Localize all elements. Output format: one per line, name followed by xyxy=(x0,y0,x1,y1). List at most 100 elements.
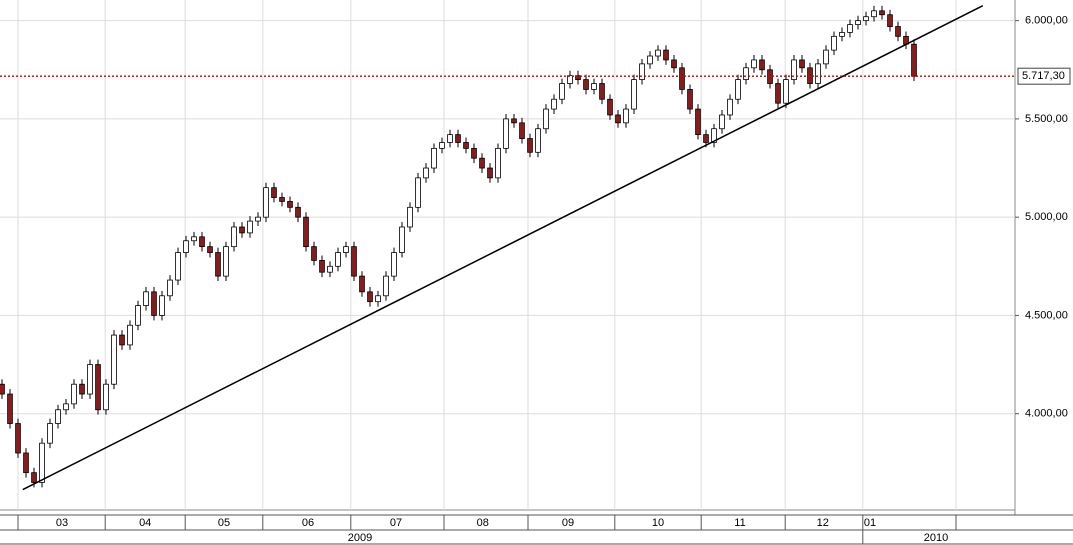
candle-body xyxy=(63,403,69,411)
month-label: 10 xyxy=(652,517,664,529)
candle-body xyxy=(447,134,453,143)
candle-body xyxy=(407,206,413,228)
candle-body xyxy=(79,383,85,395)
candle-body xyxy=(487,167,493,179)
month-label: 08 xyxy=(477,517,489,529)
month-label: 05 xyxy=(218,517,230,529)
candle-body xyxy=(823,49,829,65)
candle-body xyxy=(343,246,349,253)
candle-body xyxy=(535,128,541,153)
candle-body xyxy=(287,201,293,208)
candle-body xyxy=(687,89,693,110)
candle-body xyxy=(663,49,669,61)
candle-body xyxy=(175,252,181,281)
candle-body xyxy=(855,20,861,25)
candle-body xyxy=(367,291,373,303)
candle-body xyxy=(159,295,165,316)
candle-body xyxy=(103,383,109,411)
candle-body xyxy=(207,246,213,253)
candle-body xyxy=(31,472,37,483)
candle-body xyxy=(591,83,597,90)
candle-body xyxy=(127,324,133,346)
candle-body xyxy=(295,206,301,218)
candle-body xyxy=(111,334,117,385)
candle-body xyxy=(911,43,917,77)
candle-body xyxy=(255,216,261,222)
candle-body xyxy=(751,59,757,69)
candle-body xyxy=(399,226,405,253)
month-label: 06 xyxy=(302,517,314,529)
candle-body xyxy=(583,79,589,90)
candle-body xyxy=(599,83,605,100)
y-tick-label: 4.000,00 xyxy=(1025,408,1068,420)
candle-body xyxy=(47,423,53,444)
candle-body xyxy=(703,134,709,143)
y-tick-label: 6.000,00 xyxy=(1025,15,1068,27)
candle-body xyxy=(623,108,629,124)
candle-body xyxy=(639,63,645,80)
candle-body xyxy=(735,79,741,100)
candle-body xyxy=(431,147,437,169)
candle-body xyxy=(135,305,141,326)
candle-body xyxy=(199,236,205,248)
candle-body xyxy=(191,236,197,242)
candle-body xyxy=(223,246,229,277)
candle-body xyxy=(279,197,285,202)
candle-body xyxy=(847,24,853,33)
candle-body xyxy=(415,177,421,208)
month-label: 01 xyxy=(864,517,876,529)
candle-body xyxy=(351,246,357,277)
candle-body xyxy=(335,252,341,267)
candle-body xyxy=(519,122,525,139)
candle-body xyxy=(791,59,797,80)
month-label: 11 xyxy=(734,517,745,529)
candle-body xyxy=(39,442,45,483)
candle-body xyxy=(815,63,821,84)
candle-body xyxy=(655,49,661,57)
candle-body xyxy=(671,59,677,69)
candle-body xyxy=(95,364,101,411)
reference-label-box xyxy=(1017,67,1071,85)
candle-body xyxy=(23,452,29,474)
candle-body xyxy=(167,279,173,297)
candle-body xyxy=(319,260,325,273)
candle-body xyxy=(7,393,13,424)
candle-body xyxy=(327,265,333,273)
candle-body xyxy=(895,26,901,37)
candle-body xyxy=(215,252,221,277)
candle-body xyxy=(231,226,237,248)
candle-body xyxy=(527,138,533,153)
candle-body xyxy=(151,291,157,316)
year-label: 2009 xyxy=(348,532,372,544)
candle-body xyxy=(711,128,717,143)
candle-body xyxy=(727,98,733,116)
candle-body xyxy=(463,142,469,149)
candle-body xyxy=(55,409,61,424)
month-label: 12 xyxy=(817,517,829,529)
candle-body xyxy=(439,142,445,149)
candle-body xyxy=(0,383,5,395)
month-label: 03 xyxy=(56,517,68,529)
candle-body xyxy=(631,79,637,110)
candle-body xyxy=(887,14,893,27)
candle-body xyxy=(615,114,621,124)
candle-body xyxy=(679,67,685,90)
candle-body xyxy=(495,147,501,179)
candle-body xyxy=(759,59,765,71)
candle-body xyxy=(743,67,749,80)
candle-body xyxy=(391,252,397,277)
candle-body xyxy=(503,118,509,149)
candle-body xyxy=(607,98,613,116)
candle-body xyxy=(719,114,725,130)
candle-body xyxy=(551,98,557,110)
candle-body xyxy=(455,134,461,143)
y-tick-label: 5.500,00 xyxy=(1025,113,1068,125)
candle-body xyxy=(375,295,381,303)
candle-body xyxy=(383,275,389,297)
candle-body xyxy=(263,187,269,218)
candle-body xyxy=(359,275,365,293)
month-label: 07 xyxy=(390,517,402,529)
candle-body xyxy=(511,118,517,124)
